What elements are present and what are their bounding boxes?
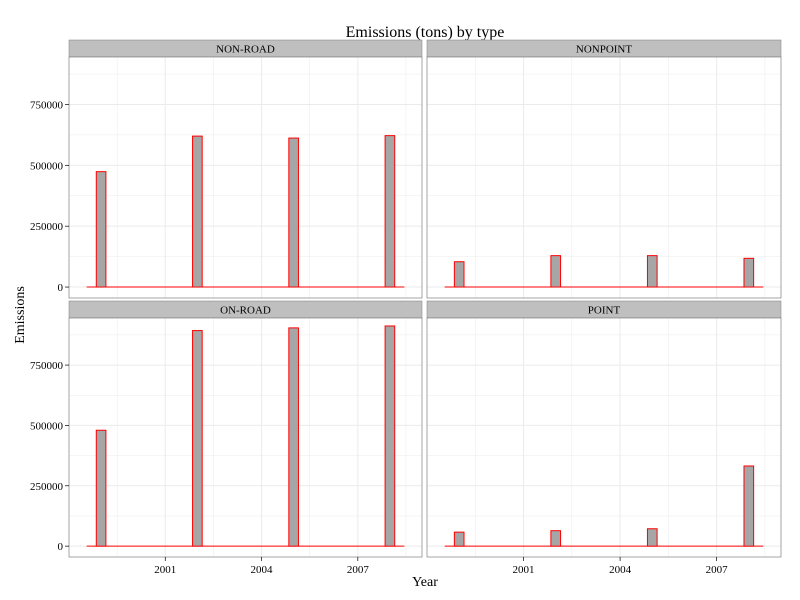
bar-nonpoint-1999	[453, 261, 465, 288]
panel-nonpoint: NONPOINT	[426, 39, 782, 299]
bar-nonpoint-2008	[743, 257, 755, 288]
panel-strip-label: NON-ROAD	[216, 44, 275, 56]
panel-border	[68, 317, 423, 558]
y-tick-label: 0	[58, 282, 64, 294]
panel-strip-label: NONPOINT	[576, 44, 633, 56]
panel-border	[426, 317, 782, 558]
panel-non-road: NON-ROAD 0 250000 500000 750000	[30, 39, 423, 299]
bar-non-road-1999	[95, 171, 107, 288]
panel-background	[427, 57, 781, 298]
x-tick-label: 2004	[251, 564, 274, 576]
panel-grid	[427, 318, 781, 557]
bar-point-1999	[453, 531, 465, 547]
y-axis-title: Emissions	[13, 286, 28, 344]
chart-title: Emissions (tons) by type	[346, 24, 505, 41]
y-tick-label: 500000	[30, 420, 64, 432]
bar-non-road-2002	[192, 135, 203, 288]
panel-background	[69, 57, 422, 298]
bar-point-2005	[646, 528, 658, 547]
y-tick-label: 750000	[30, 360, 64, 372]
bar-on-road-2002	[192, 330, 203, 547]
y-tick-label: 250000	[30, 481, 64, 493]
bar-non-road-2005	[288, 137, 299, 288]
bar-on-road-2008	[384, 325, 396, 547]
panel-strip-label: POINT	[588, 305, 621, 317]
x-tick-label: 2007	[347, 564, 370, 576]
bar-non-road-2008	[384, 135, 396, 288]
y-tick-label: 0	[58, 541, 64, 553]
facet-panels: NON-ROAD 0 250000 500000 750000 NONPOINT ON-RO…	[30, 39, 782, 576]
x-tick-label: 2007	[706, 564, 729, 576]
panel-border	[426, 56, 782, 299]
x-tick-label: 2004	[609, 564, 632, 576]
bar-on-road-2005	[288, 327, 299, 547]
bar-nonpoint-2002	[550, 255, 562, 288]
panel-grid	[69, 57, 422, 298]
bar-point-2008	[743, 465, 755, 547]
bar-nonpoint-2005	[646, 255, 658, 288]
panel-on-road: ON-ROAD 0 250000 500000 750000 2001 2004 2007	[30, 300, 423, 576]
bar-point-2002	[550, 530, 562, 547]
panel-grid	[69, 318, 422, 557]
panel-strip-label: ON-ROAD	[220, 305, 271, 317]
x-tick-label: 2001	[154, 564, 176, 576]
panel-border	[68, 56, 423, 299]
x-tick-label: 2001	[513, 564, 535, 576]
panel-grid	[427, 57, 781, 298]
panel-background	[69, 318, 422, 557]
y-tick-label: 750000	[30, 99, 64, 111]
panel-background	[427, 318, 781, 557]
x-axis-title: Year	[412, 575, 438, 590]
y-tick-label: 500000	[30, 160, 64, 172]
panel-point: POINT 2001 2004 2007	[426, 300, 782, 576]
y-tick-label: 250000	[30, 221, 64, 233]
bar-on-road-1999	[95, 429, 107, 547]
